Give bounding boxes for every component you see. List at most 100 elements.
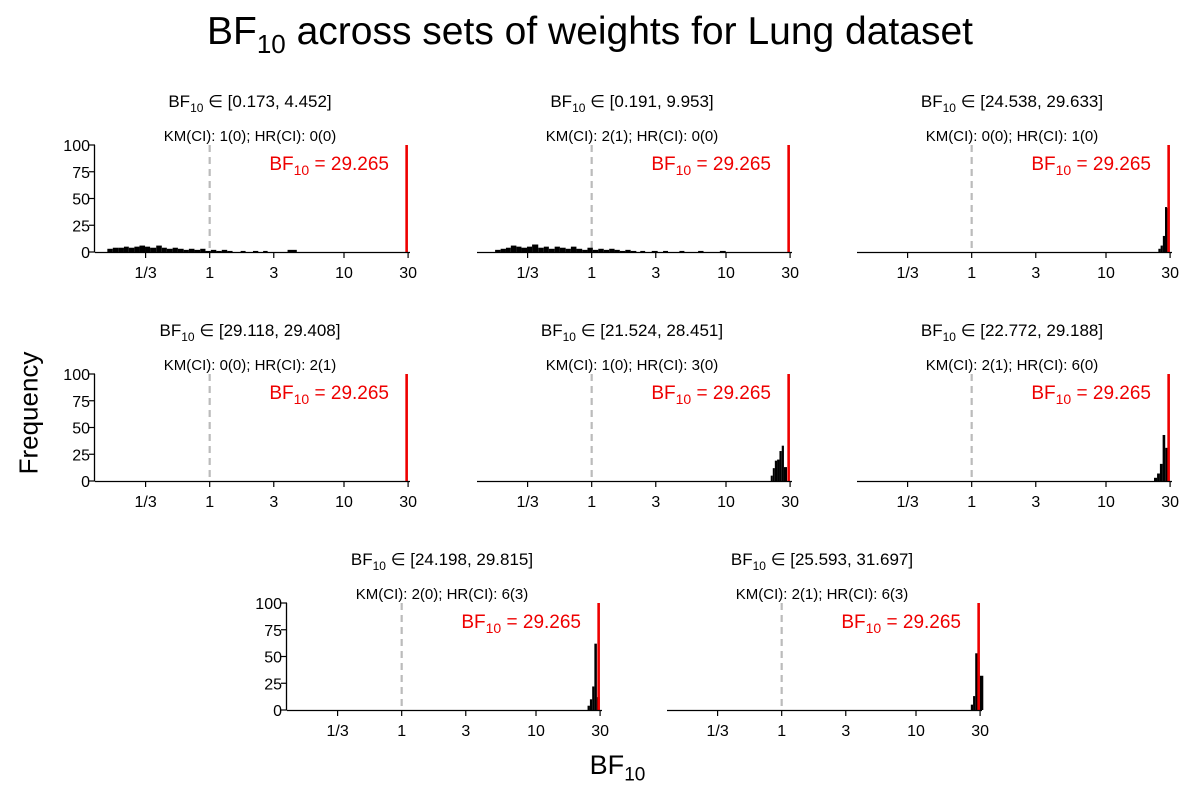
- x-tick-label: 30: [1161, 265, 1179, 282]
- histogram-bar: [589, 699, 593, 710]
- observed-bf-suffix: = 29.265: [691, 383, 771, 404]
- histogram-bar: [194, 249, 201, 252]
- x-tick-label: 30: [399, 494, 417, 511]
- panel-range-prefix: BF: [921, 321, 943, 340]
- x-tick-label: 30: [781, 265, 799, 282]
- y-tick-label: 100: [63, 367, 90, 384]
- x-tick-label: 1/3: [516, 494, 538, 511]
- histogram-bar: [603, 249, 610, 252]
- panel-counts-label: KM(CI): 2(1); HR(CI): 6(0): [926, 357, 1099, 374]
- x-tick-label: 10: [907, 723, 925, 740]
- x-tick-label: 10: [527, 723, 545, 740]
- panel-7: BF10 ∈ [24.198, 29.815]KM(CI): 2(0); HR(…: [255, 550, 609, 740]
- y-tick-label: 50: [72, 192, 90, 209]
- x-tick-label: 3: [651, 494, 660, 511]
- observed-bf-suffix: = 29.265: [691, 154, 771, 175]
- panel-range-label: BF10 ∈ [0.191, 9.953]: [550, 92, 713, 115]
- panel-counts-label: KM(CI): 1(0); HR(CI): 0(0): [164, 128, 337, 145]
- histogram-bar: [554, 246, 560, 252]
- y-tick-label: 25: [72, 218, 90, 235]
- histogram-bar: [500, 248, 506, 252]
- observed-bf-prefix: BF: [1031, 383, 1055, 404]
- histogram-bar: [107, 248, 113, 252]
- panel-range-prefix: BF: [731, 550, 753, 569]
- chart-title-subscript: 10: [256, 28, 286, 59]
- histogram-bar: [625, 249, 631, 252]
- panel-counts-label: KM(CI): 0(0); HR(CI): 1(0): [926, 128, 1099, 145]
- histogram-bar: [538, 247, 544, 252]
- x-tick-label: 1/3: [516, 265, 538, 282]
- histogram-bar: [719, 250, 726, 252]
- histogram-bar: [227, 250, 233, 252]
- panel-range-label: BF10 ∈ [24.198, 29.815]: [351, 550, 533, 573]
- histogram-bar: [781, 445, 784, 481]
- x-tick-label: 10: [1097, 265, 1115, 282]
- panel-range-prefix: BF: [550, 92, 572, 111]
- histogram-bar: [145, 246, 151, 252]
- histogram-bar: [183, 249, 189, 252]
- panel-3: BF 10 ∈ [24.538, 29.633] KM(CI): 0(0); HR(…: [857, 92, 1179, 282]
- observed-bf-prefix: BF: [461, 612, 485, 633]
- histogram-bar: [587, 247, 593, 252]
- x-tick-label: 1: [397, 723, 406, 740]
- observed-bf-subscript: 10: [294, 162, 310, 178]
- histogram-bar: [527, 246, 533, 252]
- x-tick-label: 10: [335, 265, 353, 282]
- x-tick-label: 1: [587, 494, 596, 511]
- histogram-bar: [548, 248, 555, 252]
- x-tick-label: 1/3: [134, 265, 156, 282]
- observed-bf-subscript: 10: [866, 620, 882, 636]
- observed-bf-subscript: 10: [676, 391, 692, 407]
- panel-counts-label: KM(CI): 0(0); HR(CI): 2(1): [164, 357, 337, 374]
- histogram-bar: [161, 247, 167, 252]
- observed-bf-prefix: BF: [1031, 154, 1055, 175]
- observed-bf-suffix: = 29.265: [1071, 154, 1151, 175]
- panel-range-label: BF10 ∈ [0.173, 4.452]: [168, 92, 331, 115]
- histogram-bar: [582, 249, 588, 252]
- y-tick-label: 0: [81, 245, 90, 262]
- histogram-bar: [521, 247, 528, 252]
- histogram-bar: [532, 244, 539, 252]
- histogram-bar: [614, 249, 620, 252]
- x-tick-label: 10: [717, 265, 735, 282]
- panel-1: BF10 ∈ [0.173, 4.452] KM(CI): 1(0); HR(CI…: [63, 92, 417, 282]
- histogram-bar: [1157, 473, 1160, 481]
- panel-range-subscript: 10: [753, 559, 767, 573]
- x-tick-label: 1/3: [326, 723, 348, 740]
- x-tick-label: 3: [1031, 494, 1040, 511]
- x-tick-label: 10: [717, 494, 735, 511]
- observed-bf-suffix: = 29.265: [1071, 383, 1151, 404]
- panel-range-subscript: 10: [181, 330, 195, 344]
- histogram-bar: [123, 246, 129, 252]
- y-tick-label: 50: [264, 650, 282, 667]
- histogram-bar: [1158, 248, 1161, 252]
- histogram-bar: [543, 246, 549, 252]
- histogram-bar: [1162, 434, 1166, 481]
- panel-4: BF10 ∈ [29.118, 29.408]KM(CI): 0(0); HR(…: [63, 321, 417, 511]
- y-tick-label: 0: [273, 703, 282, 720]
- histogram-bar: [505, 247, 511, 252]
- histogram-bar: [772, 468, 775, 481]
- x-tick-label: 3: [841, 723, 850, 740]
- histogram-bar: [1154, 477, 1158, 481]
- x-tick-label: 30: [781, 494, 799, 511]
- panel-range-prefix: BF: [921, 92, 943, 111]
- y-tick-label: 75: [72, 165, 90, 182]
- y-tick-label: 100: [63, 138, 90, 155]
- observed-bf-label: BF10 = 29.265: [269, 383, 389, 407]
- panel-range-interval: ∈ [24.538, 29.633]: [956, 92, 1103, 111]
- histogram-bar: [287, 249, 297, 252]
- y-tick-label: 25: [264, 676, 282, 693]
- histogram-bar: [698, 250, 704, 252]
- x-tick-label: 1/3: [896, 494, 918, 511]
- histogram-bar: [973, 696, 976, 710]
- x-tick-label: 30: [1161, 494, 1179, 511]
- histogram-bar: [156, 245, 162, 252]
- y-tick-label: 75: [72, 394, 90, 411]
- histogram-bar: [172, 247, 178, 252]
- histogram-bar: [200, 248, 206, 252]
- observed-bf-suffix: = 29.265: [501, 612, 581, 633]
- histogram-bar: [221, 249, 228, 252]
- panel-range-subscript: 10: [563, 330, 577, 344]
- x-tick-label: 1: [205, 265, 214, 282]
